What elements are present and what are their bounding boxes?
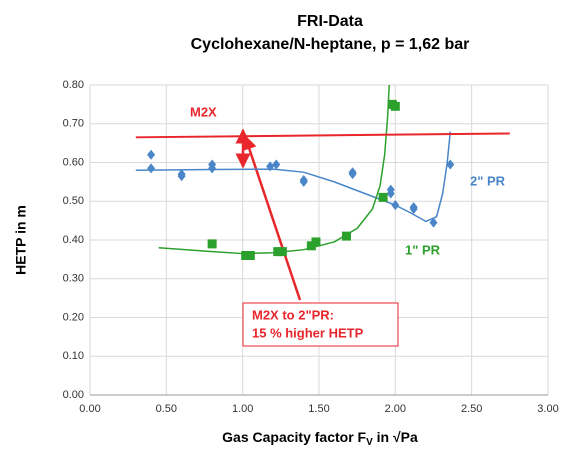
point — [241, 251, 251, 260]
y-axis-label: HETP in m — [13, 205, 29, 275]
chart-subtitle: Cyclohexane/N-heptane, p = 1,62 bar — [191, 36, 470, 53]
point — [409, 204, 418, 214]
point — [272, 159, 281, 170]
point — [341, 231, 351, 241]
x-axis-label: Gas Capacity factor FV in √Pa — [222, 429, 418, 448]
annotation: M2X to 2"PR: — [252, 307, 334, 322]
x-label-part: in √Pa — [373, 429, 418, 445]
y-tick-label: 0.30 — [63, 273, 84, 285]
x-tick-label: 0.00 — [79, 403, 100, 415]
fit-line — [135, 132, 510, 139]
point — [311, 237, 321, 247]
x-tick-label: 2.50 — [461, 403, 482, 415]
x-tick-label: 3.00 — [537, 403, 558, 415]
point — [391, 200, 400, 211]
point — [266, 161, 275, 172]
point — [299, 176, 308, 187]
series-label: 2" PR — [470, 173, 506, 188]
series-label: 1" PR — [405, 242, 441, 257]
series-label: M2X — [190, 104, 217, 119]
y-tick-label: 0.80 — [63, 79, 84, 91]
point — [386, 188, 395, 199]
point — [207, 239, 217, 249]
point — [378, 192, 388, 202]
x-tick-label: 1.50 — [308, 403, 329, 415]
point — [245, 251, 255, 260]
x-label-sub: V — [366, 437, 373, 448]
point — [208, 163, 217, 174]
y-tick-label: 0.70 — [63, 118, 84, 130]
point — [390, 101, 400, 111]
x-tick-label: 2.00 — [385, 403, 406, 415]
y-tick-label: 0.10 — [63, 350, 84, 362]
point — [147, 149, 156, 160]
pointer-arrow — [242, 134, 302, 301]
point — [277, 247, 287, 257]
point — [348, 169, 357, 180]
annotation-box — [242, 302, 399, 347]
x-tick-label: 1.00 — [232, 403, 253, 415]
point — [147, 163, 156, 174]
point — [306, 241, 316, 251]
y-tick-label: 0.00 — [63, 389, 84, 401]
y-tick-label: 0.50 — [63, 195, 84, 207]
x-tick-label: 0.50 — [156, 403, 177, 415]
point — [177, 171, 186, 182]
point — [446, 159, 455, 170]
x-label-part: Gas Capacity factor F — [222, 429, 366, 445]
y-tick-label: 0.40 — [63, 234, 84, 246]
point — [429, 217, 438, 228]
chart-title: FRI-Data — [297, 13, 363, 30]
y-tick-label: 0.20 — [63, 311, 84, 323]
y-tick-label: 0.60 — [63, 156, 84, 168]
point — [273, 247, 283, 257]
annotation: 15 % higher HETP — [252, 325, 364, 340]
